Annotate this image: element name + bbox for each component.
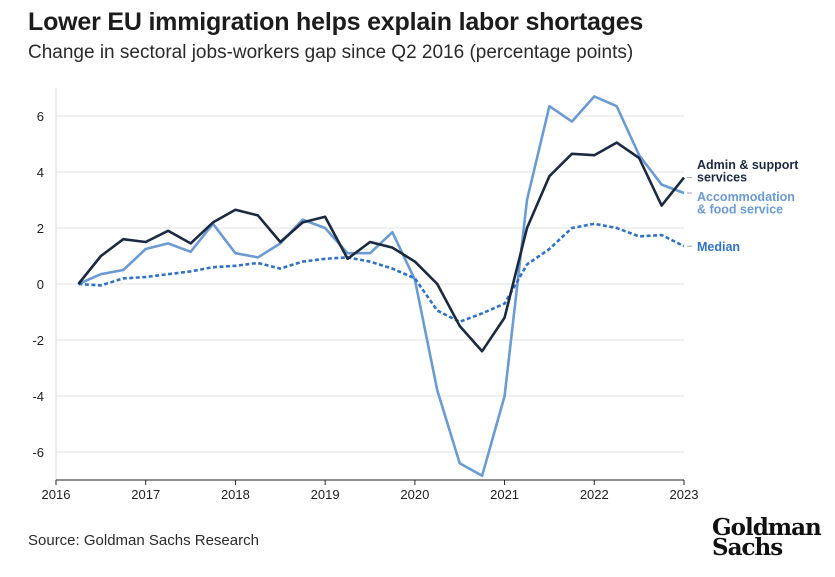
y-axis-ticks: 6 4 2 0 -2 -4 -6 — [32, 109, 44, 460]
y-tick-label: 0 — [37, 277, 44, 292]
x-tick-label: 2021 — [490, 487, 519, 502]
x-tick-label: 2020 — [400, 487, 429, 502]
y-tick-label: 4 — [37, 165, 44, 180]
x-tick-label: 2019 — [311, 487, 340, 502]
y-tick-label: -4 — [32, 389, 44, 404]
x-tick-label: 2022 — [580, 487, 609, 502]
x-tick-label: 2016 — [42, 487, 71, 502]
goldman-sachs-logo: Goldman Sachs — [712, 514, 822, 561]
series-label: & food service — [697, 203, 783, 217]
series-label: Median — [697, 240, 740, 254]
series-line-admin-support-services — [77, 141, 686, 353]
series-label: Admin & support — [697, 158, 799, 172]
y-tick-label: 2 — [37, 221, 44, 236]
logo-line-2: Sachs — [712, 534, 783, 561]
y-tick-label: 6 — [37, 109, 44, 124]
series-line-accommodation-food-service — [77, 95, 685, 478]
x-tick-label: 2018 — [221, 487, 250, 502]
series-label: services — [697, 171, 747, 185]
x-tick-label: 2023 — [670, 487, 699, 502]
y-tick-label: -2 — [32, 333, 44, 348]
chart-title: Lower EU immigration helps explain labor… — [28, 8, 644, 36]
source-note: Source: Goldman Sachs Research — [28, 532, 259, 549]
series-lines — [77, 95, 686, 478]
y-tick-label: -6 — [32, 445, 44, 460]
gridlines — [55, 88, 684, 480]
series-line-median — [78, 222, 685, 324]
series-label: Accommodation — [697, 190, 795, 204]
logo-line-1: Goldman — [712, 514, 822, 541]
x-tick-label: 2017 — [131, 487, 160, 502]
x-axis: 2016 2017 2018 2019 2020 2021 2022 2023 — [42, 479, 699, 502]
chart-subtitle: Change in sectoral jobs-workers gap sinc… — [28, 42, 634, 63]
